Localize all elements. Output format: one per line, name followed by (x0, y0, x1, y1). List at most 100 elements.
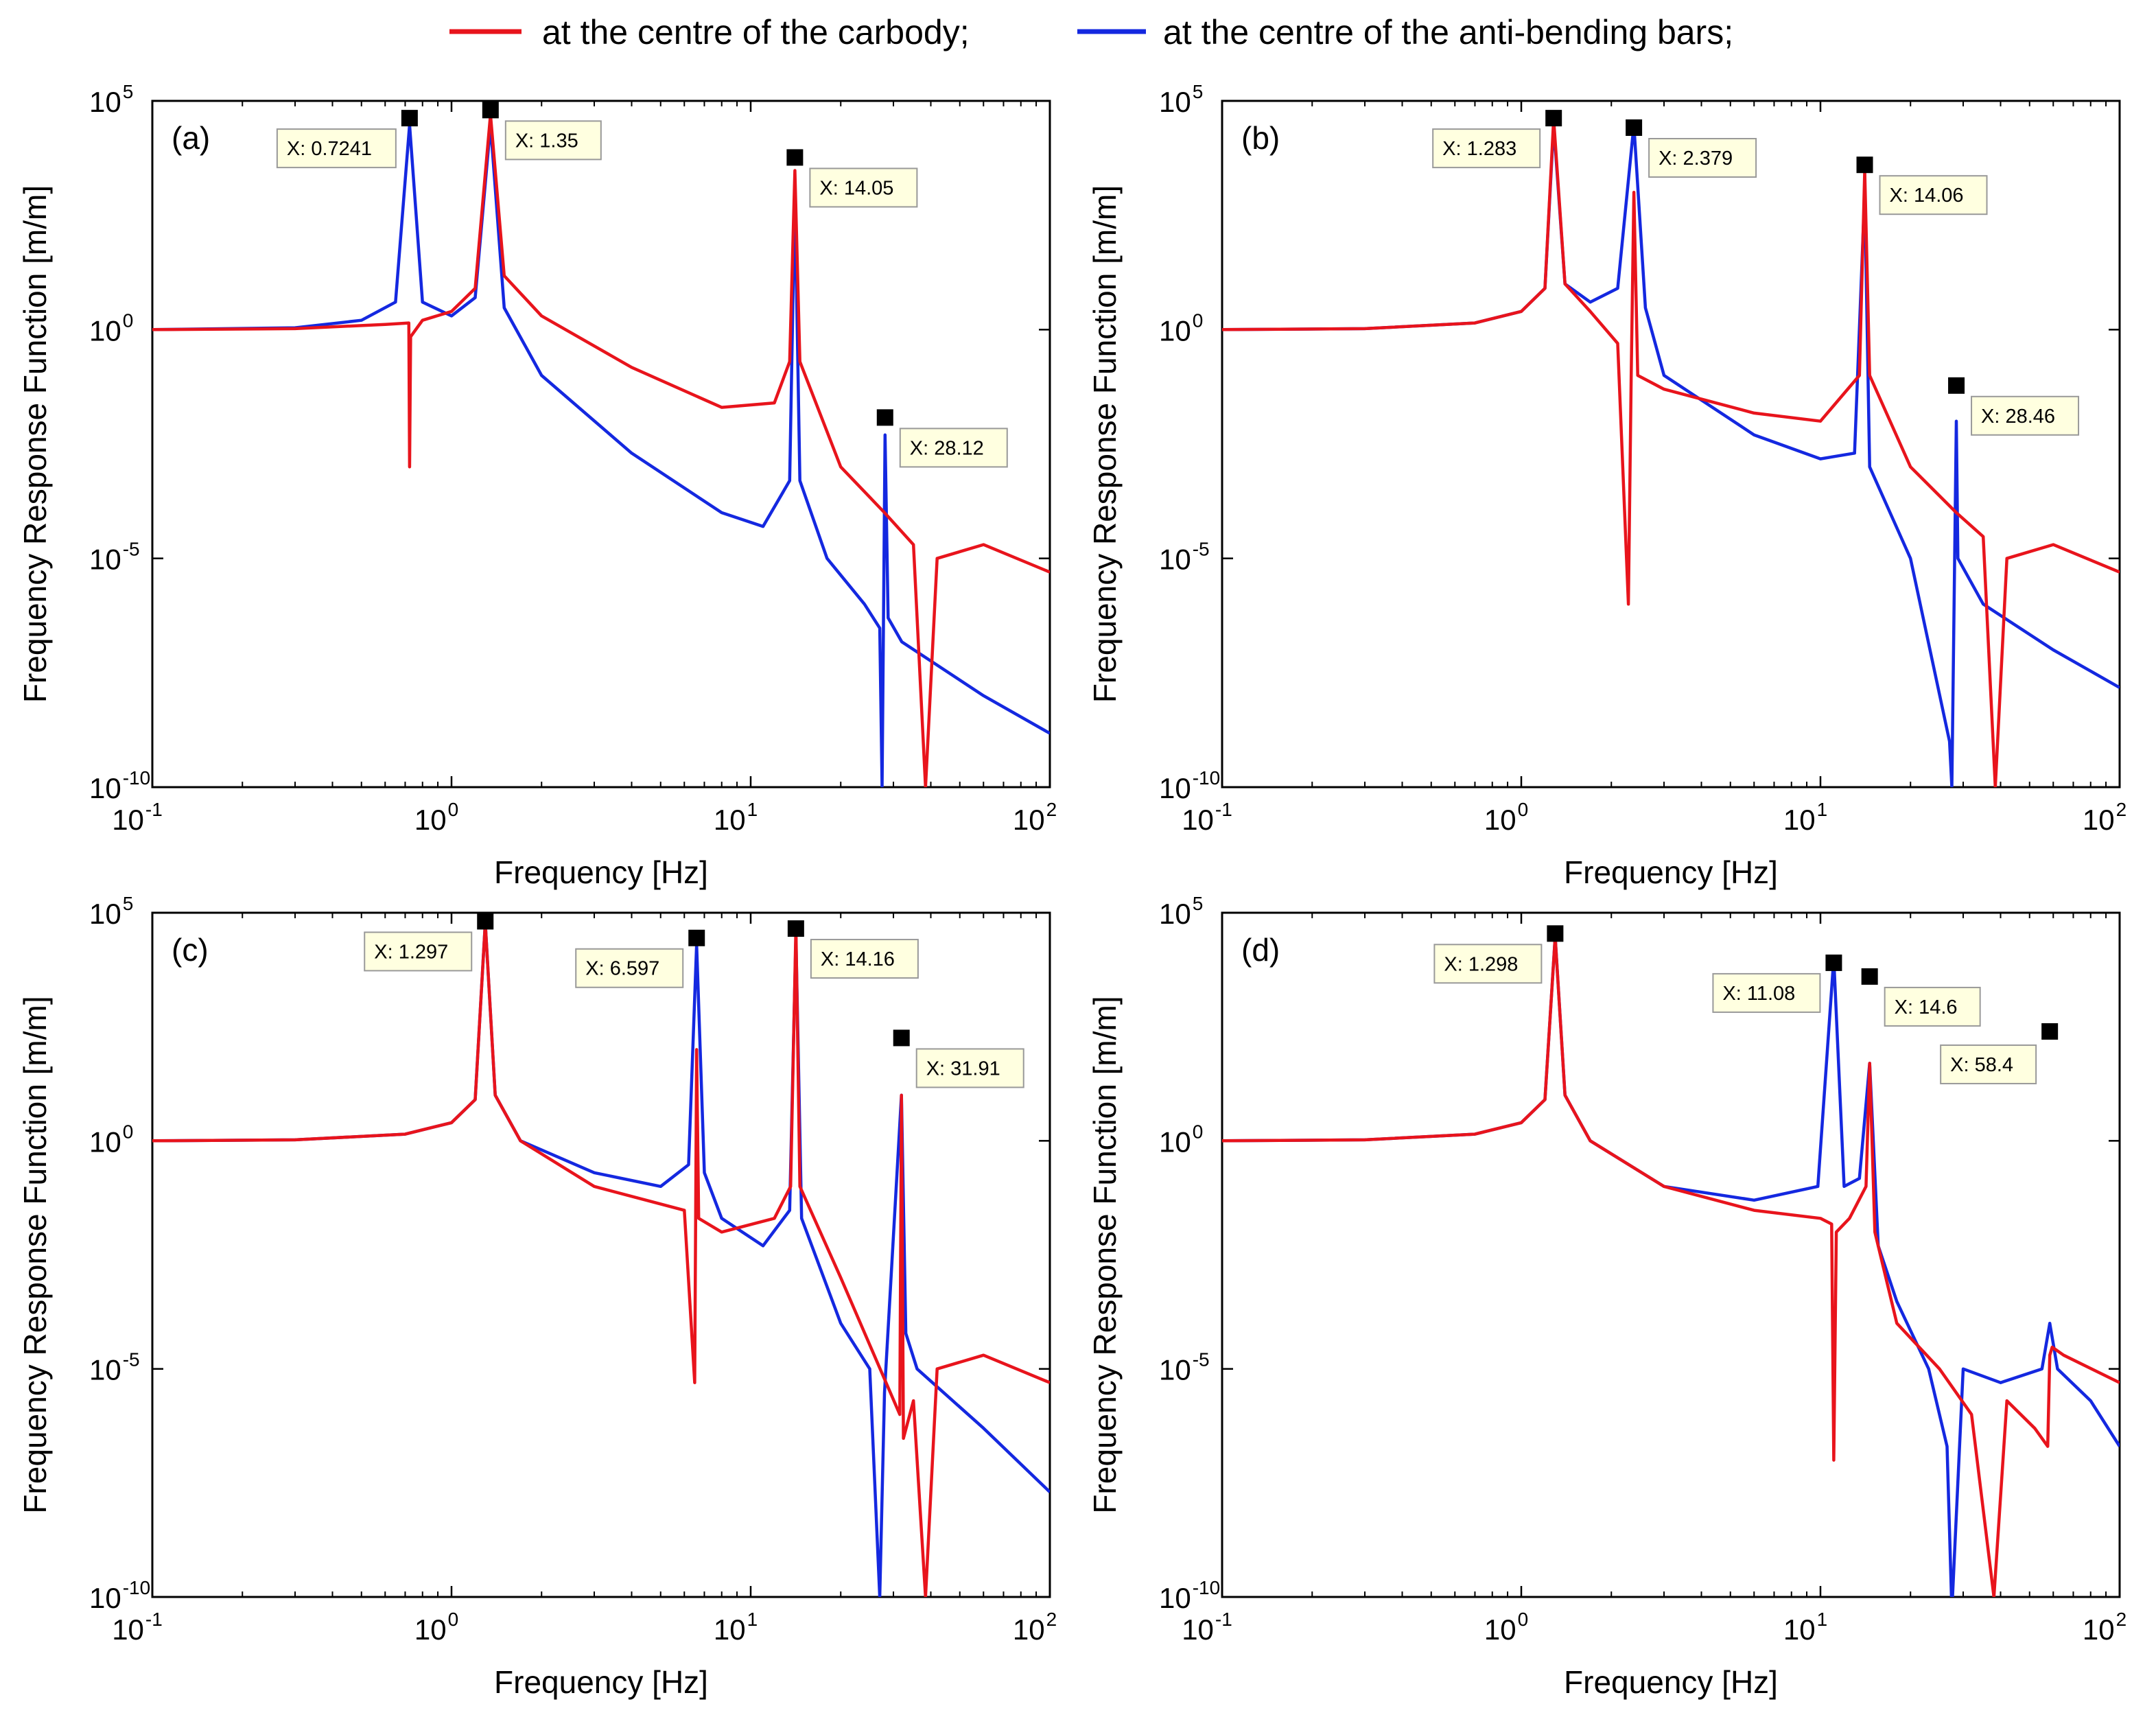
datatip-label: X: 0.7241 (287, 138, 372, 160)
panel-b: 10-1 100 101 102 10-10 10-5 100 105 Frequency [H… (1087, 81, 2126, 890)
datatip-marker[interactable] (1856, 156, 1873, 174)
datatip-marker[interactable] (2041, 1023, 2059, 1040)
y-tick-label: 100 (1159, 1121, 1203, 1158)
datatip-label: X: 14.16 (821, 948, 895, 970)
datatip-label: X: 1.298 (1444, 953, 1518, 975)
datatip-box (1433, 944, 1543, 984)
datatip-box (276, 128, 397, 169)
panel-label: (d) (1241, 932, 1280, 968)
legend-label-carbody: at the centre of the carbody; (542, 13, 970, 51)
datatip-box (575, 948, 684, 988)
datatip-marker[interactable] (787, 920, 804, 937)
legend: at the centre of the carbody; at the cen… (449, 13, 1733, 51)
datatip-box (1884, 986, 1981, 1027)
panel-label: (a) (172, 120, 210, 156)
y-tick-label: 100 (89, 1121, 133, 1158)
datatip-marker[interactable] (401, 110, 418, 127)
y-tick-label: 105 (1159, 893, 1203, 930)
datatip-marker[interactable] (482, 102, 499, 119)
x-tick-label: 10-1 (1182, 1609, 1232, 1646)
x-tick-label: 101 (714, 799, 758, 836)
datatip-label: X: 14.6 (1895, 996, 1958, 1018)
datatip-label: X: 11.08 (1722, 983, 1795, 1005)
y-axis-title: Frequency Response Function [m/m] (1087, 185, 1123, 703)
x-tick-label: 101 (1783, 799, 1827, 836)
panel-c: 10-1 100 101 102 10-10 10-5 100 105 Frequency [H… (17, 893, 1057, 1700)
y-tick-label: 10-10 (89, 1577, 150, 1614)
datatip-marker[interactable] (1948, 377, 1965, 394)
y-tick-label: 10-5 (1159, 539, 1210, 576)
datatip-box (810, 939, 919, 979)
datatip-marker[interactable] (477, 913, 494, 930)
series-line-carbody (152, 921, 1050, 1597)
datatip-marker[interactable] (688, 929, 705, 946)
datatip-box (809, 167, 918, 208)
y-tick-label: 105 (89, 893, 133, 930)
datatip-label: X: 28.12 (910, 437, 984, 459)
datatip-label: X: 14.05 (819, 177, 893, 199)
datatip-label: X: 28.46 (1981, 406, 2055, 428)
x-tick-label: 102 (2083, 1609, 2126, 1646)
datatip-marker[interactable] (876, 409, 893, 426)
y-tick-label: 10-10 (1159, 1577, 1220, 1614)
series-line-carbody (152, 113, 1050, 787)
plot-frame (1221, 911, 2121, 1598)
y-tick-label: 105 (89, 81, 133, 118)
x-tick-label: 10-1 (112, 1609, 163, 1646)
y-tick-label: 10-5 (89, 539, 140, 576)
datatip-marker[interactable] (1547, 925, 1564, 942)
y-tick-label: 10-10 (89, 767, 150, 804)
panel-label: (b) (1241, 120, 1280, 156)
datatip-marker[interactable] (786, 149, 804, 166)
panel-label: (c) (172, 932, 209, 968)
datatip-label: X: 14.06 (1890, 185, 1964, 207)
datatip-box (1971, 395, 2080, 436)
datatip-marker[interactable] (1545, 110, 1562, 127)
plot-frame (1221, 100, 2121, 789)
x-axis-title: Frequency [Hz] (494, 854, 708, 890)
datatip-label: X: 1.297 (374, 941, 448, 963)
datatip-box (504, 120, 602, 161)
datatip-marker[interactable] (1825, 954, 1842, 971)
y-tick-label: 10-5 (1159, 1349, 1210, 1386)
x-tick-label: 100 (414, 1609, 458, 1646)
x-tick-label: 102 (1013, 799, 1057, 836)
y-axis-title: Frequency Response Function [m/m] (17, 996, 53, 1513)
datatip-label: X: 31.91 (926, 1058, 1000, 1080)
y-tick-label: 100 (1159, 310, 1203, 347)
datatip-box (1712, 972, 1821, 1013)
datatip-box (1940, 1044, 2037, 1084)
panel-a: 10-1 100 101 102 10-10 10-5 100 105 Frequency [H… (17, 81, 1057, 890)
x-tick-label: 101 (714, 1609, 758, 1646)
datatip-box (899, 428, 1008, 468)
datatip-marker[interactable] (893, 1029, 910, 1047)
legend-label-anti-bending-bars: at the centre of the anti-bending bars; (1163, 13, 1733, 51)
y-axis-title: Frequency Response Function [m/m] (1087, 996, 1123, 1513)
datatip-box (1648, 138, 1757, 178)
datatip-label: X: 1.35 (515, 130, 578, 152)
datatip-label: X: 1.283 (1442, 138, 1516, 160)
datatip-box (1879, 175, 1988, 215)
x-axis-title: Frequency [Hz] (1564, 854, 1778, 890)
series-line-anti-bending-bars (152, 123, 1050, 787)
series-line-carbody (1222, 117, 2120, 787)
x-tick-label: 101 (1783, 1609, 1827, 1646)
y-axis-title: Frequency Response Function [m/m] (17, 185, 53, 703)
x-tick-label: 10-1 (1182, 799, 1232, 836)
x-tick-label: 102 (2083, 799, 2126, 836)
datatip-box (364, 931, 473, 972)
datatip-box (915, 1048, 1024, 1088)
datatip-marker[interactable] (1626, 119, 1643, 137)
y-tick-label: 10-10 (1159, 767, 1220, 804)
series-line-carbody (1222, 935, 2120, 1597)
y-tick-label: 105 (1159, 81, 1203, 118)
x-axis-title: Frequency [Hz] (1564, 1664, 1778, 1700)
datatip-label: X: 2.379 (1659, 148, 1733, 170)
datatip-box (1432, 128, 1541, 169)
x-tick-label: 102 (1013, 1609, 1057, 1646)
x-axis-title: Frequency [Hz] (494, 1664, 708, 1700)
datatip-marker[interactable] (1861, 968, 1878, 985)
datatip-label: X: 58.4 (1950, 1054, 2013, 1076)
plot-frame (151, 911, 1051, 1598)
